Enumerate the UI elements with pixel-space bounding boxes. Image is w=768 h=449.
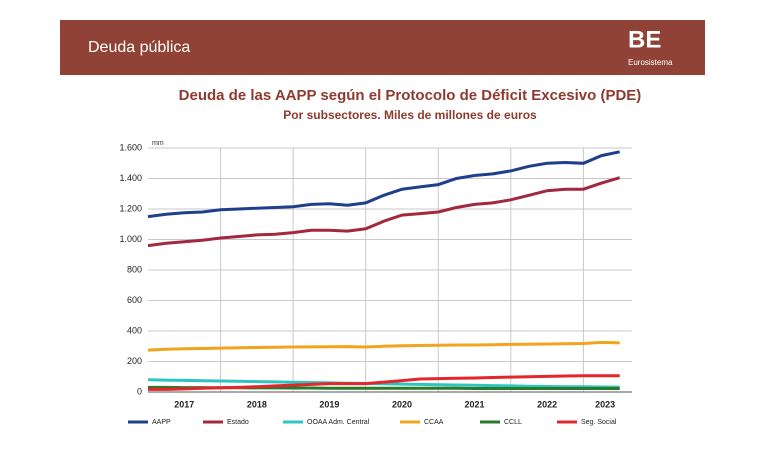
header-title: Deuda pública [88, 39, 190, 56]
legend-label: CCLL [504, 419, 522, 426]
series-line [147, 378, 620, 389]
series-line [147, 340, 620, 352]
x-tick-label: 2019 [319, 399, 339, 409]
series-line [148, 374, 620, 391]
x-tick-label: 2023 [595, 399, 615, 409]
x-tick-label: 2017 [174, 399, 194, 409]
y-tick-label: 800 [127, 264, 142, 274]
x-tick-label: 2020 [392, 399, 412, 409]
series-line [147, 176, 621, 248]
header-bar [60, 20, 705, 75]
legend-label: Estado [227, 419, 249, 426]
x-tick-label: 2021 [465, 399, 485, 409]
legend-label: Seg. Social [581, 419, 617, 426]
legend-label: CCAA [424, 419, 444, 426]
legend-label: OOAA Adm. Central [307, 419, 370, 426]
y-tick-label: 0 [137, 386, 142, 396]
y-tick-label: 1.600 [119, 142, 142, 152]
logo: BE [628, 26, 661, 53]
y-tick-label: 1.000 [119, 234, 142, 244]
y-tick-label: 600 [127, 295, 142, 305]
chart-subtitle: Por subsectores. Miles de millones de eu… [283, 108, 537, 122]
x-tick-label: 2022 [537, 399, 557, 409]
y-tick-label: 1.200 [119, 203, 142, 213]
y-tick-label: 1.400 [119, 173, 142, 183]
y-axis-label: mm [152, 140, 164, 147]
chart-title: Deuda de las AAPP según el Protocolo de … [179, 87, 642, 104]
series-line [147, 150, 621, 219]
legend-label: AAPP [152, 419, 171, 426]
y-tick-label: 200 [127, 356, 142, 366]
logo-sub: Eurosistema [628, 58, 673, 67]
y-tick-label: 400 [127, 325, 142, 335]
x-tick-label: 2018 [247, 399, 267, 409]
